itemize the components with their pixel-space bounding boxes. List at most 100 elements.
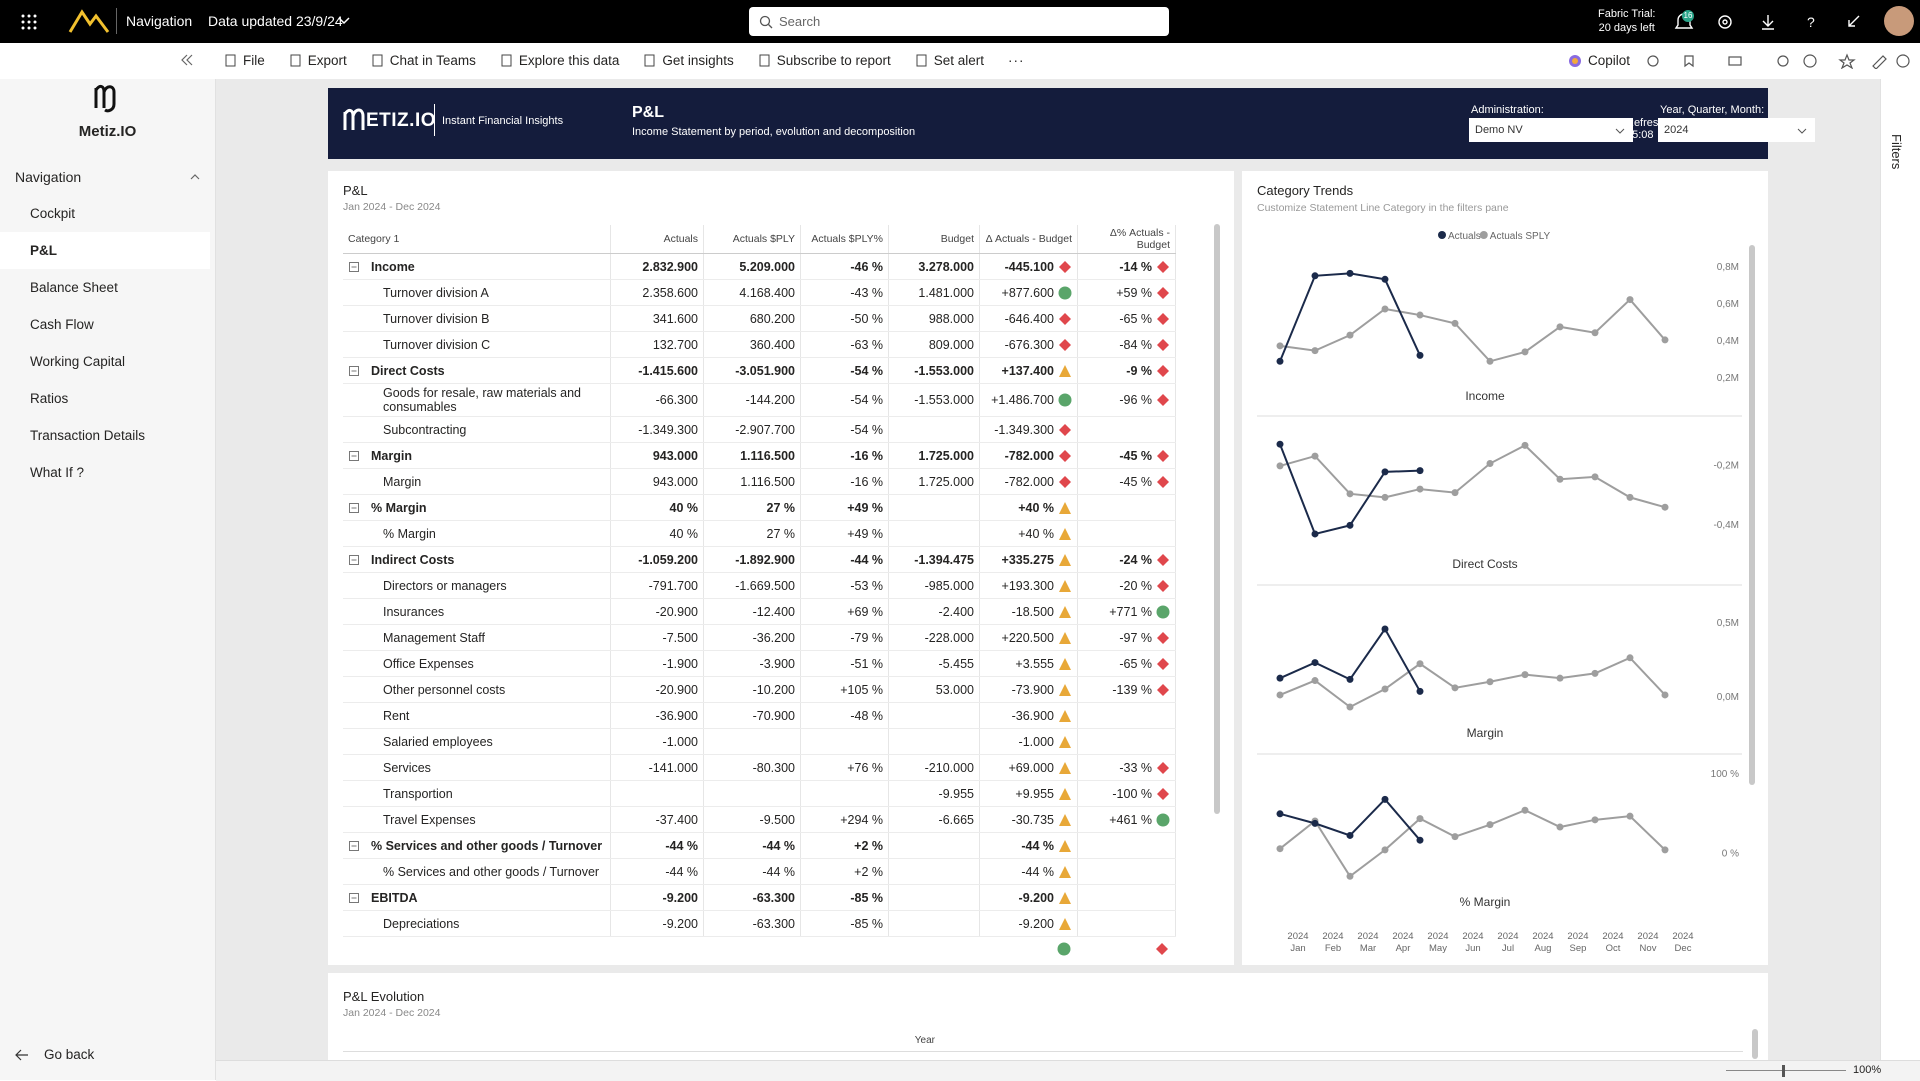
top-icons[interactable]: ? [1715,12,1920,32]
collapse[interactable] [180,54,194,66]
circle [1058,393,1072,407]
nav-item[interactable]: Working Capital [30,354,126,369]
status-amber [1059,761,1071,774]
table-cell: -1.415.600 [611,358,704,383]
table-header: Category 1 Actuals Actuals $PLY Actuals $PL… [343,225,1176,254]
point [1626,812,1634,820]
collapse-toggle[interactable] [349,261,359,272]
nav-item[interactable]: Ratios [30,391,69,406]
scrollbar[interactable] [1214,224,1220,814]
table-cell: +1.486.700 [980,384,1078,416]
cell-value: -45 % [1119,474,1152,489]
collapse-toggle[interactable] [349,554,359,565]
filter-dropdown[interactable]: 2024 [1658,118,1815,142]
toolbar-item[interactable]: Explore this data [500,53,619,68]
go-back[interactable]: Go back [44,1047,95,1062]
collapse-toggle[interactable] [349,840,359,851]
collapse-toggle[interactable] [349,450,359,461]
table-cell: -1.059.200 [611,547,704,572]
cell-value: +76 % [847,760,883,775]
point [1276,357,1284,365]
cell-value: -85 % [850,916,883,931]
trial[interactable]: Fabric Trial: 20 days left [1598,7,1655,35]
toolbar-item[interactable]: File [224,53,265,68]
toggle-box [349,502,359,513]
scrollbar[interactable] [1752,1029,1758,1059]
triangle [1059,631,1071,644]
toolbar-item[interactable]: Set alert [915,53,984,68]
point [1381,305,1389,313]
table-cell: -9.200 [611,885,704,910]
table-cell: +137.400 [980,358,1078,383]
nav-section[interactable]: Navigation [15,169,82,185]
zoom[interactable]: 100% [1853,1064,1882,1076]
status-amber [1059,657,1071,670]
triangle [1059,735,1071,748]
cell-value: 1.116.500 [740,474,795,489]
evolution-header: Year [914,1035,935,1046]
table-cell: -676.300 [980,332,1078,357]
table-cell: +59 % [1078,280,1176,305]
table-row: Other personnel costs -20.900 -10.200 +105 … [343,677,1176,703]
table-cell: -210.000 [889,755,980,780]
table-row: EBITDA -9.200 -63.300 -85 % -9.200 [343,885,1176,911]
x-tick-label: Aug [1535,943,1552,954]
table-cell: -20.900 [611,599,704,624]
table-cell: -646.400 [980,306,1078,331]
nav-item[interactable]: Transaction Details [30,428,146,443]
scrollbar[interactable] [1749,245,1755,785]
notifications[interactable] [1672,10,1696,34]
status-red [1059,312,1071,325]
table-cell: -44 % [611,833,704,858]
diamond [1157,683,1169,696]
filter-dropdown[interactable]: Demo NV [1469,118,1633,142]
table-cell: -48 % [801,703,889,728]
table-cell: 40 % [611,495,704,520]
nav-item[interactable]: Cockpit [30,206,76,221]
avatar[interactable] [1884,6,1914,36]
y-tick-label: 100 % [1711,769,1739,780]
nav-item[interactable]: Balance Sheet [30,280,118,295]
cell-value: 4.168.400 [739,285,795,300]
collapse-toggle[interactable] [349,365,359,376]
table-cell: 1.481.000 [889,280,980,305]
collapse-toggle[interactable] [349,892,359,903]
section-chevron [190,174,200,180]
search-box[interactable]: Search [749,7,1169,36]
point [1486,357,1494,365]
diamond [1059,423,1071,436]
toolbar-item[interactable]: Get insights [643,53,734,68]
toolbar-icons[interactable] [1645,53,1915,69]
data-updated[interactable]: Data updated 23/9/24 [208,13,343,29]
toolbar-item[interactable]: Chat in Teams [371,53,476,68]
toolbar-item[interactable]: Subscribe to report [758,53,891,68]
table-cell: -63.300 [704,911,801,936]
status-red [1157,761,1169,774]
nav-item-active[interactable]: P&L [0,232,210,269]
table-cell: +220.500 [980,625,1078,650]
cell-value: -791.700 [648,578,698,593]
nav-item[interactable]: What If ? [30,465,85,480]
cell-value: -9.200 [662,890,698,905]
row-label-cell: Insurances [343,599,611,624]
collapse-toggle[interactable] [349,502,359,513]
point [1556,323,1564,331]
app-launcher[interactable] [20,13,38,31]
x-tick-label: Jul [1502,943,1514,954]
cell-value: -73.900 [1011,682,1054,697]
point [1381,795,1389,803]
table-cell: -985.000 [889,573,980,598]
table-cell: 988.000 [889,306,980,331]
status-amber [1059,813,1071,826]
filters-pane[interactable]: Filters [1880,79,1920,1060]
table-cell: -141.000 [611,755,704,780]
point [1381,493,1389,501]
copilot[interactable]: Copilot [1568,53,1630,68]
banner: ETIZ.IO Instant Financial Insights P&L I… [328,88,1815,159]
diamond [1059,475,1071,488]
table-cell: -1.000 [980,729,1078,754]
cell-value: -3.051.900 [735,363,795,378]
nav-item[interactable]: Cash Flow [30,317,94,332]
cell-value: 27 % [766,500,796,515]
toolbar-item[interactable]: Export [289,53,347,68]
